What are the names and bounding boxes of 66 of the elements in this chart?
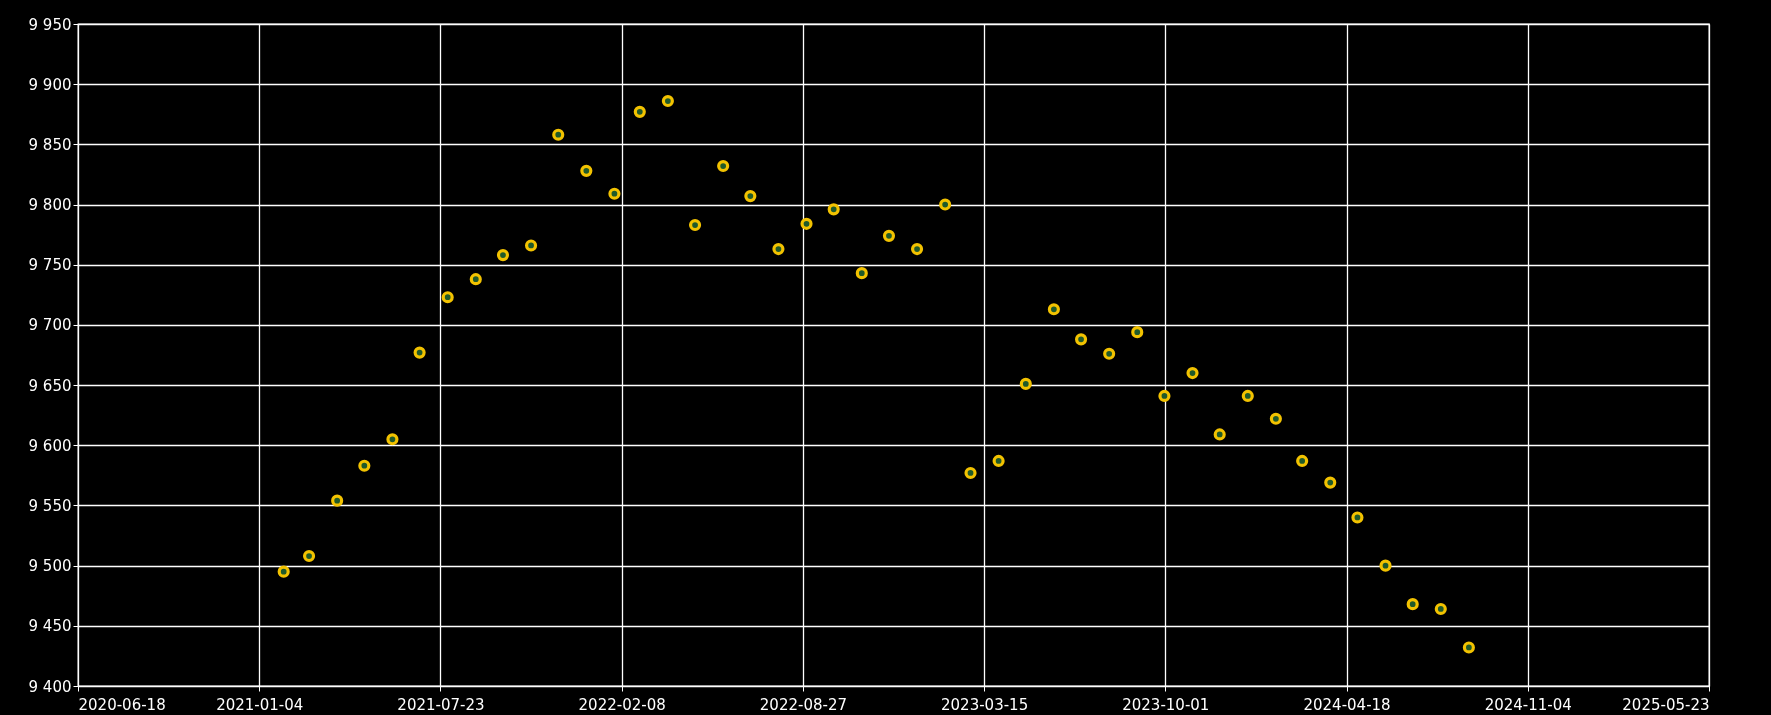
x-tick-label: 2021-07-23 [397, 695, 485, 714]
y-tick-label: 9 650 [28, 376, 72, 395]
x-tick-label: 2024-11-04 [1484, 695, 1572, 714]
point [855, 267, 868, 280]
x-tick-label: 2022-02-08 [578, 695, 666, 714]
point [1186, 366, 1199, 380]
y-tick-label: 9 800 [28, 196, 72, 215]
point [1434, 602, 1447, 616]
point [1103, 347, 1116, 360]
point [524, 239, 538, 252]
point [441, 291, 454, 304]
x-tick-label: 2021-01-04 [216, 695, 304, 714]
point [633, 105, 646, 118]
point [1462, 641, 1475, 654]
point [992, 454, 1005, 467]
point [1074, 333, 1088, 346]
point [939, 198, 952, 211]
point [1269, 412, 1282, 425]
point [608, 187, 621, 200]
point [1241, 389, 1254, 402]
point [772, 243, 785, 256]
y-tick-label: 9 850 [28, 135, 72, 154]
x-tick-label: 2020-06-18 [78, 695, 166, 714]
point [1351, 511, 1364, 524]
point [717, 159, 730, 173]
point [277, 565, 290, 578]
y-tick-label: 9 450 [28, 617, 72, 636]
point [1324, 476, 1337, 489]
point [302, 549, 316, 563]
y-tick-label: 9 700 [28, 316, 72, 335]
point [910, 243, 924, 256]
point [1047, 303, 1060, 316]
x-tick-label: 2022-08-27 [759, 695, 847, 714]
y-tick-label: 9 900 [28, 75, 72, 94]
point [1296, 454, 1309, 467]
point [1019, 377, 1032, 390]
y-tick-label: 9 500 [28, 557, 72, 576]
x-tick-label: 2023-10-01 [1122, 695, 1210, 714]
y-tick-label: 9 750 [28, 256, 72, 275]
y-tick-label: 9 950 [28, 15, 72, 34]
point [882, 229, 896, 242]
point [552, 128, 565, 141]
point [744, 190, 757, 203]
x-tick-label: 2025-05-23 [1622, 695, 1710, 714]
point [964, 466, 977, 480]
point [661, 94, 674, 108]
point [1379, 559, 1392, 572]
point [827, 203, 840, 216]
point [1131, 326, 1144, 339]
y-tick-label: 9 600 [28, 436, 72, 455]
point [496, 249, 510, 262]
x-tick-label: 2023-03-15 [941, 695, 1029, 714]
point [331, 494, 344, 507]
y-tick-label: 9 550 [28, 496, 72, 515]
point [688, 218, 702, 232]
point [800, 217, 813, 230]
point [1158, 389, 1171, 402]
y-tick-label: 9 400 [28, 677, 72, 696]
point [1406, 598, 1419, 611]
point [1213, 428, 1226, 441]
x-tick-label: 2024-04-18 [1303, 695, 1391, 714]
point [580, 164, 593, 177]
point [469, 273, 482, 286]
point [386, 433, 399, 446]
point [358, 459, 371, 472]
point [413, 346, 426, 359]
